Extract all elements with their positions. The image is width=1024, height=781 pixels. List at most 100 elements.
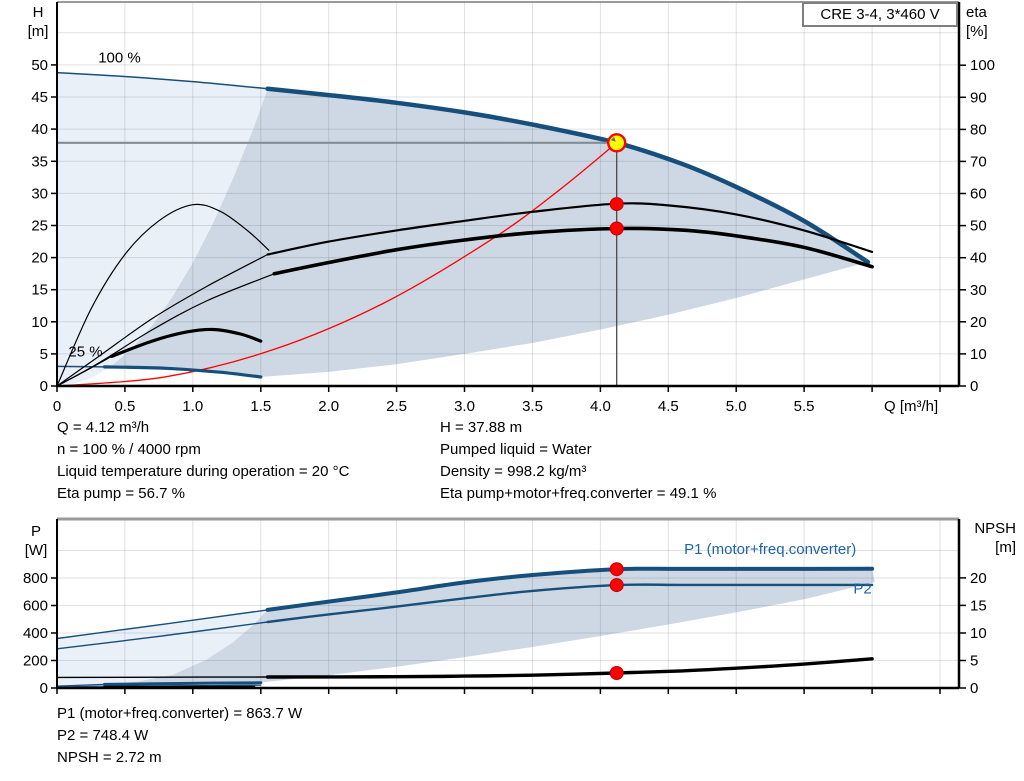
head-axis-unit: [m]	[27, 23, 49, 40]
eta-total-25-origin-line	[56, 355, 112, 387]
eta-axis-label: eta [%]	[966, 3, 1018, 41]
duty-point-marker[interactable]	[607, 133, 627, 153]
info-p1: P1 (motor+freq.converter) = 863.7 W	[57, 705, 303, 722]
speed-100-label: 100 %	[98, 49, 141, 66]
eta-pump-curve	[266, 202, 874, 256]
y-left-tick-label: 10	[31, 314, 48, 331]
x-tick-label: 4.0	[590, 398, 611, 415]
pump-title-box: CRE 3-4, 3*460 V	[802, 2, 958, 27]
y-right-tick-label: 20	[970, 570, 987, 587]
y-right-tick-label: 50	[970, 218, 987, 235]
p2-point	[609, 578, 624, 593]
y-right-tick-label: 10	[970, 625, 987, 642]
y-right-tick-label: 20	[970, 314, 987, 331]
x-tick-label: 3.5	[522, 398, 543, 415]
y-left-tick-label: 30	[31, 185, 48, 202]
info-eta-total: Eta pump+motor+freq.converter = 49.1 %	[440, 485, 717, 502]
power-axis-unit: [W]	[24, 542, 48, 559]
p1-point	[609, 562, 624, 577]
y-right-tick-label: 5	[970, 653, 978, 670]
npsh-axis-label: NPSH [m]	[962, 519, 1016, 557]
duty-info-right: H = 37.88 m Pumped liquid = Water Densit…	[440, 417, 716, 505]
x-tick-label: 1.5	[250, 398, 271, 415]
p1-25-min-flow	[56, 683, 106, 687]
eta-pump-point	[609, 197, 624, 212]
speed-25-label: 25 %	[68, 344, 102, 361]
system-curve	[56, 142, 618, 387]
y-left-tick-label: 40	[31, 121, 48, 138]
eta-axis-symbol: eta	[966, 4, 987, 21]
npsh-axis-symbol: NPSH	[974, 520, 1016, 537]
info-npsh: NPSH = 2.72 m	[57, 749, 162, 766]
power-axis-symbol: P	[30, 523, 41, 540]
pump-curve-25	[102, 365, 263, 379]
p2-curve-label: P2	[853, 580, 871, 597]
y-right-tick-label: 40	[970, 250, 987, 267]
pump-curve-25-min-flow	[56, 365, 106, 368]
info-speed: n = 100 % / 4000 rpm	[57, 441, 201, 458]
y-left-tick-label: 600	[23, 598, 48, 615]
p1-25-curve	[103, 681, 263, 686]
y-left-tick-label: 50	[31, 57, 48, 74]
npsh-axis-unit: [m]	[995, 539, 1016, 556]
p2-curve	[266, 583, 874, 624]
y-right-tick-label: 80	[970, 121, 987, 138]
eta-axis-unit: [%]	[966, 23, 988, 40]
eta-pump-origin-line	[56, 253, 269, 387]
info-p2: P2 = 748.4 W	[57, 727, 149, 744]
info-flow: Q = 4.12 m³/h	[57, 419, 150, 436]
y-right-tick-label: 70	[970, 153, 987, 170]
y-left-tick-label: 15	[31, 282, 48, 299]
duty-info-left: Q = 4.12 m³/h n = 100 % / 4000 rpm Liqui…	[57, 417, 349, 505]
head-axis-symbol: H	[32, 4, 44, 21]
y-left-tick-label: 400	[23, 625, 48, 642]
hq-eta-chart[interactable]: 100 % 25 % 0 0.5 1.0 1.5 2.0 2.5 3.0 3.5 4.0 4.5 5.0…	[31, 1, 995, 415]
envelope-operating	[111, 88, 869, 377]
envelope-low-speed	[57, 72, 268, 386]
y-right-tick-label: 0	[970, 378, 978, 395]
y-left-tick-label: 200	[23, 653, 48, 670]
y-right-tick-label: 100	[970, 57, 995, 74]
y-left-tick-label: 0	[40, 378, 48, 395]
info-density: Density = 998.2 kg/m³	[440, 463, 587, 480]
x-tick-label: 0	[53, 398, 61, 415]
eta-total-25-curve	[109, 327, 263, 359]
info-liquid-temp: Liquid temperature during operation = 20…	[57, 463, 350, 480]
y-right-tick-label: 30	[970, 282, 987, 299]
x-tick-label: 4.5	[658, 398, 679, 415]
npsh-point	[609, 666, 624, 680]
npsh-curve	[265, 657, 874, 679]
power-axis-label: P [W]	[16, 522, 56, 560]
y-right-tick-label: 10	[970, 346, 987, 363]
y-left-tick-label: 800	[23, 570, 48, 587]
x-tick-label: 1.0	[182, 398, 203, 415]
y-right-tick-label: 15	[970, 597, 987, 614]
pump-curve-100-min-flow	[56, 71, 269, 90]
x-tick-label: 3.0	[454, 398, 475, 415]
p1-curve-label: P1 (motor+freq.converter)	[684, 541, 856, 558]
x-tick-label: 2.5	[386, 398, 407, 415]
eta-total-curve	[272, 226, 874, 276]
eta-total-point	[609, 221, 624, 236]
y-left-tick-label: 25	[31, 218, 48, 235]
gridlines	[57, 2, 959, 386]
y-left-tick-label: 5	[40, 346, 48, 363]
x-tick-label: 5.0	[726, 398, 747, 415]
power-npsh-chart[interactable]: P1 (motor+freq.converter)P20200400600800…	[23, 517, 987, 697]
y-left-tick-label: 0	[40, 680, 48, 697]
x-tick-label: 5.5	[794, 398, 815, 415]
eta-pump-25-curve	[56, 203, 270, 387]
y-right-tick-label: 0	[970, 680, 978, 697]
p1-curve	[265, 566, 875, 612]
p2-curve-min-flow	[56, 621, 269, 650]
x-tick-label: 0.5	[114, 398, 135, 415]
y-left-tick-label: 35	[31, 153, 48, 170]
y-left-tick-label: 45	[31, 89, 48, 106]
x-tick-label: 2.0	[318, 398, 339, 415]
pump-curve-100	[265, 86, 871, 265]
info-pumped-liquid: Pumped liquid = Water	[440, 441, 592, 458]
y-right-tick-label: 90	[970, 89, 987, 106]
duty-point-handle	[610, 136, 616, 142]
